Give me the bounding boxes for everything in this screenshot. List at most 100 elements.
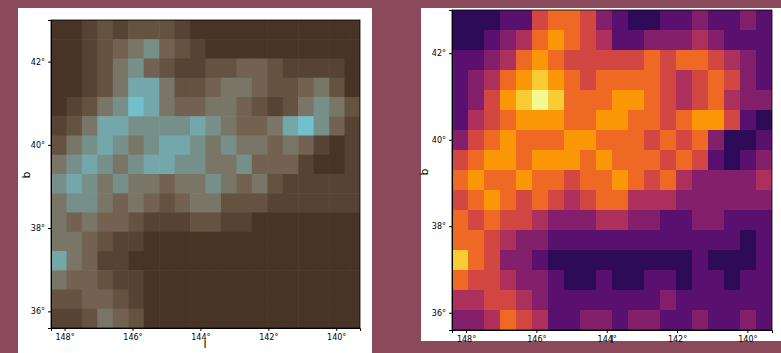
cell: [113, 78, 129, 98]
cell: [628, 10, 645, 31]
cell: [580, 170, 597, 191]
cell: [484, 310, 501, 330]
cell: [516, 250, 533, 271]
cell: [221, 232, 237, 252]
cell: [345, 251, 360, 271]
cell: [144, 174, 160, 194]
cell: [190, 78, 206, 98]
cell: [756, 10, 772, 31]
cell: [236, 251, 252, 271]
cell: [692, 210, 709, 231]
cell: [644, 110, 661, 131]
cell: [175, 193, 191, 213]
cell: [708, 210, 725, 231]
cell: [548, 170, 565, 191]
cell: [532, 110, 549, 131]
cell: [644, 90, 661, 111]
cell: [314, 309, 330, 328]
tick-label: 146°: [123, 333, 142, 342]
cell: [113, 213, 129, 233]
cell: [468, 230, 485, 251]
cell: [740, 290, 757, 311]
cell: [190, 20, 206, 40]
cell: [660, 290, 677, 311]
cell: [175, 39, 191, 59]
cell: [144, 232, 160, 252]
tick-mark: [132, 328, 133, 331]
cell: [267, 59, 283, 79]
cell: [516, 270, 533, 291]
cell: [236, 270, 252, 290]
cell: [128, 116, 144, 136]
cell: [221, 78, 237, 98]
cell: [175, 270, 191, 290]
cell: [708, 90, 725, 111]
cell: [329, 213, 345, 233]
cell: [532, 290, 549, 311]
cell: [283, 155, 299, 175]
cell: [612, 210, 629, 231]
cell: [128, 193, 144, 213]
cell: [676, 110, 693, 131]
cell: [159, 270, 175, 290]
cell: [596, 150, 613, 171]
cell: [740, 150, 757, 171]
cell: [644, 10, 661, 31]
cell: [175, 20, 191, 40]
cell: [82, 213, 98, 233]
cell: [484, 110, 501, 131]
tick: 148°: [55, 328, 74, 342]
cell: [236, 116, 252, 136]
cell: [724, 310, 741, 330]
cell: [564, 230, 581, 251]
cell: [128, 309, 144, 328]
cell: [206, 78, 222, 98]
cell: [82, 116, 98, 136]
cell: [206, 290, 222, 310]
cell: [97, 39, 113, 59]
cell: [548, 250, 565, 271]
cell: [548, 230, 565, 251]
cell: [724, 70, 741, 91]
tick-mark: [336, 328, 337, 331]
cell: [267, 251, 283, 271]
cell: [221, 20, 237, 40]
cell: [66, 174, 82, 194]
cell: [144, 59, 160, 79]
cell: [452, 230, 469, 251]
cell: [596, 230, 613, 251]
cell: [345, 97, 360, 117]
cell: [644, 30, 661, 51]
cell: [596, 10, 613, 31]
cell: [97, 174, 113, 194]
cell: [708, 10, 725, 31]
cell: [564, 210, 581, 231]
cell: [660, 30, 677, 51]
cell: [97, 78, 113, 98]
cell: [113, 270, 129, 290]
cell: [500, 270, 517, 291]
cell: [97, 59, 113, 79]
cell: [452, 170, 469, 191]
cell: [314, 174, 330, 194]
cell: [532, 70, 549, 91]
cell: [548, 30, 565, 51]
cell: [548, 290, 565, 311]
cell: [190, 213, 206, 233]
cell: [283, 213, 299, 233]
cell: [724, 170, 741, 191]
cell: [532, 190, 549, 211]
cell: [206, 270, 222, 290]
cell: [175, 116, 191, 136]
cell: [484, 290, 501, 311]
cell: [51, 78, 67, 98]
cell: [708, 150, 725, 171]
cell: [484, 230, 501, 251]
cell: [267, 136, 283, 156]
cell: [596, 170, 613, 191]
cell: [644, 190, 661, 211]
cell: [283, 232, 299, 252]
cell: [660, 150, 677, 171]
cell: [51, 174, 67, 194]
cell: [612, 110, 629, 131]
